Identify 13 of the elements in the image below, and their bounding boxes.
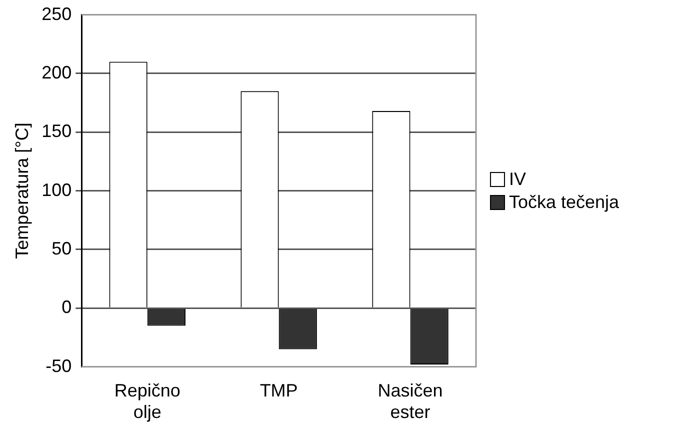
- y-tick-label: 100: [42, 180, 72, 200]
- y-tick-label: 50: [52, 238, 72, 258]
- x-tick-label: TMP: [260, 380, 298, 401]
- y-tick-label: 200: [42, 62, 72, 82]
- text: IV: [509, 168, 526, 190]
- y-tick-label: 0: [62, 297, 72, 318]
- x-tick-label: Nasičen ester: [378, 380, 443, 422]
- y-tick-label: -50: [46, 356, 72, 376]
- y-axis-title: Temperatura [°C]: [12, 122, 32, 259]
- y-tick-label: 250: [42, 4, 72, 24]
- x-tick-label: Repično olje: [114, 380, 180, 422]
- y-tick-label: 150: [42, 121, 72, 142]
- legend-label: Točka tečenja: [509, 192, 620, 213]
